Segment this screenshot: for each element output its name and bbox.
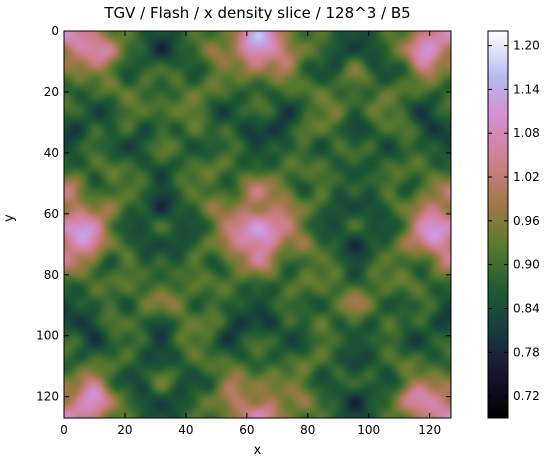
colorbar-tick-label: 0.96: [513, 214, 540, 228]
x-tick-label: 60: [239, 423, 254, 437]
y-tick-label: 80: [44, 268, 59, 282]
y-tick-label: 100: [36, 329, 59, 343]
colorbar-tick-label: 0.78: [513, 345, 540, 359]
colorbar-tick-label: 0.72: [513, 389, 540, 403]
x-tick-label: 20: [117, 423, 132, 437]
colorbar-tick-label: 0.84: [513, 301, 540, 315]
x-tick-label: 80: [300, 423, 315, 437]
y-tick-label: 20: [44, 85, 59, 99]
density-heatmap: [64, 31, 451, 418]
y-axis-ticks: 0 20 40 60 80 100 120: [36, 24, 451, 404]
chart-title: TGV / Flash / x density slice / 128^3 / …: [104, 4, 411, 22]
colorbar-tick-label: 1.08: [513, 126, 540, 140]
y-axis-label: y: [2, 214, 17, 222]
y-tick-label: 120: [36, 390, 59, 404]
y-tick-label: 0: [51, 24, 59, 38]
y-tick-label: 40: [44, 146, 59, 160]
colorbar: [487, 30, 509, 419]
x-axis-ticks: 0 20 40 60 80 100 120: [60, 31, 441, 437]
x-axis-label: x: [253, 443, 262, 458]
x-tick-label: 120: [418, 423, 441, 437]
y-tick-label: 60: [44, 207, 59, 221]
colorbar-ticks: 0.72 0.78 0.84 0.90 0.96 1.02 1.08 1.14 1.20: [488, 39, 540, 403]
colorbar-tick-label: 0.90: [513, 258, 540, 272]
x-tick-label: 100: [357, 423, 380, 437]
colorbar-tick-label: 1.02: [513, 170, 540, 184]
colorbar-tick-label: 1.20: [513, 39, 540, 53]
x-tick-label: 40: [178, 423, 193, 437]
plot-frame: [63, 30, 452, 419]
colorbar-tick-label: 1.14: [513, 82, 540, 96]
x-tick-label: 0: [60, 423, 68, 437]
